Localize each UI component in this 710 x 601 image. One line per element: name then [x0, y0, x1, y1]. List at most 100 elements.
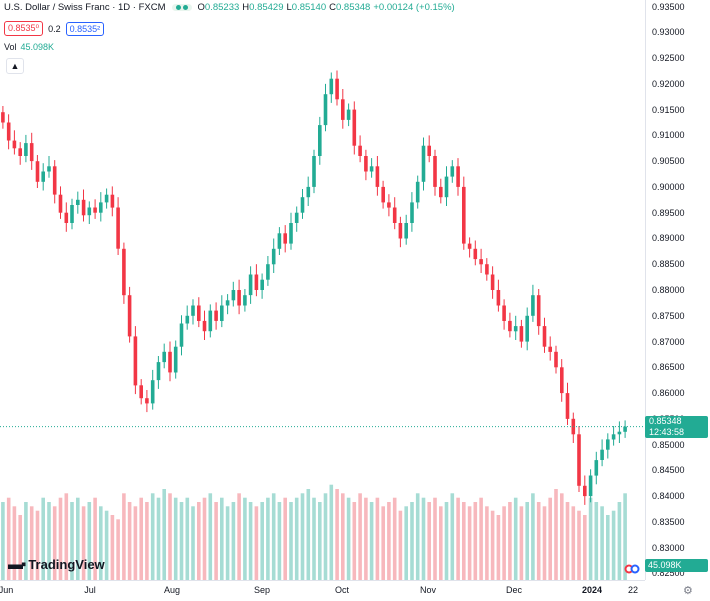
volume-bar: [525, 502, 529, 580]
price-tick-label: 0.89500: [652, 207, 685, 218]
candle-body: [214, 310, 218, 321]
candle-body: [168, 351, 172, 373]
candle-body: [52, 166, 57, 195]
buy-button[interactable]: 0.8535²: [65, 21, 105, 36]
volume-bar: [156, 497, 161, 580]
tradingview-logo[interactable]: ▬▪ TradingView: [8, 556, 105, 573]
volume-bar: [29, 506, 34, 580]
volume-bar: [600, 506, 604, 580]
volume-bar: [375, 497, 380, 580]
volume-bar: [542, 506, 547, 580]
candle-body: [191, 305, 195, 316]
candle-body: [519, 326, 524, 342]
candle-body: [64, 212, 69, 223]
volume-bar: [519, 506, 524, 580]
volume-bar: [208, 493, 213, 580]
sell-button[interactable]: 0.8535⁰: [4, 21, 44, 36]
candle-body: [611, 434, 616, 440]
logo-text: TradingView: [28, 557, 105, 572]
price-tick-label: 0.83500: [652, 516, 685, 527]
current-price-value: 0.85348: [649, 415, 682, 426]
time-tick-label: Jul: [84, 585, 96, 595]
candle-body: [99, 202, 103, 213]
candle-body: [502, 305, 506, 321]
volume-bar: [502, 506, 506, 580]
volume-bar: [116, 519, 120, 580]
time-axis[interactable]: Jun Jul Aug Sep Oct Nov Dec 2024 22: [0, 580, 645, 601]
candle-body: [173, 346, 178, 373]
ohlc-low: L0.85140: [286, 2, 327, 13]
candle-body: [542, 326, 547, 347]
price-tick-label: 0.90000: [652, 181, 685, 192]
candle-body: [600, 449, 604, 460]
time-tick-label: Jun: [0, 585, 14, 595]
volume-bar: [335, 489, 339, 580]
volume-bar: [237, 493, 241, 580]
volume-bar: [271, 493, 276, 580]
volume-bar: [531, 493, 535, 580]
price-tick-label: 0.90500: [652, 156, 685, 167]
volume-bar: [433, 497, 437, 580]
price-tick-label: 0.92500: [652, 53, 685, 64]
volume-bar: [479, 497, 483, 580]
candle-body: [554, 351, 558, 368]
volume-bar: [381, 506, 385, 580]
volume-bar: [168, 493, 172, 580]
volume-bar: [513, 497, 518, 580]
volume-bar: [623, 493, 627, 580]
volume-bar: [490, 510, 495, 580]
price-tick-label: 0.83000: [652, 542, 685, 553]
candle-body: [127, 295, 132, 337]
volume-bar: [536, 502, 541, 580]
candle-body: [145, 398, 149, 404]
volume-bar: [243, 497, 247, 580]
candle-body: [536, 295, 541, 327]
candle-body: [392, 207, 397, 223]
volume-bar: [145, 502, 149, 580]
volume-bar: [341, 493, 345, 580]
candle-body: [410, 202, 414, 223]
candle-body: [202, 320, 207, 332]
volume-bar: [133, 506, 138, 580]
price-tick-label: 0.86000: [652, 388, 685, 399]
us-flag-icon[interactable]: [624, 564, 640, 574]
price-tick-label: 0.91500: [652, 104, 685, 115]
candle-body: [248, 274, 253, 296]
candle-body: [208, 310, 213, 332]
volume-bar: [560, 493, 564, 580]
volume-bar: [415, 493, 420, 580]
current-price-label: 0.85348 12:43:58: [645, 415, 708, 438]
candle-body: [87, 207, 92, 216]
candle-body: [531, 295, 535, 316]
volume-bar: [352, 502, 357, 580]
price-tick-label: 0.84000: [652, 491, 685, 502]
candle-body: [81, 199, 86, 216]
candle-body: [433, 156, 437, 187]
candle-body: [335, 78, 339, 100]
spread-value: 0.2: [48, 23, 61, 34]
volume-bar: [306, 489, 311, 580]
collapse-legend-button[interactable]: ▲: [6, 58, 24, 74]
volume-bar: [41, 497, 45, 580]
symbol-title[interactable]: U.S. Dollar / Swiss Franc · 1D · FXCM: [4, 2, 166, 13]
volume-bar: [346, 497, 351, 580]
candle-body: [76, 199, 80, 205]
volume-bar: [554, 489, 558, 580]
volume-bar: [225, 506, 230, 580]
candle-body: [467, 243, 472, 249]
volume-label: Vol: [4, 42, 17, 52]
price-row: 0.8535⁰ 0.2 0.8535²: [4, 21, 105, 36]
volume-bar: [76, 497, 80, 580]
volume-bar: [81, 506, 86, 580]
candle-body: [318, 125, 322, 156]
volume-bar: [421, 497, 426, 580]
volume-bar: [139, 497, 143, 580]
price-axis[interactable]: 0.93500 0.93000 0.92500 0.92000 0.91500 0.910…: [645, 0, 710, 580]
candle-body: [294, 212, 299, 223]
volume-bar: [220, 497, 224, 580]
candle-body: [116, 207, 120, 249]
candle-body: [225, 300, 230, 306]
candle-body: [312, 156, 316, 187]
settings-gear-icon[interactable]: ⚙: [683, 585, 693, 597]
price-chart-plot[interactable]: [0, 0, 645, 580]
